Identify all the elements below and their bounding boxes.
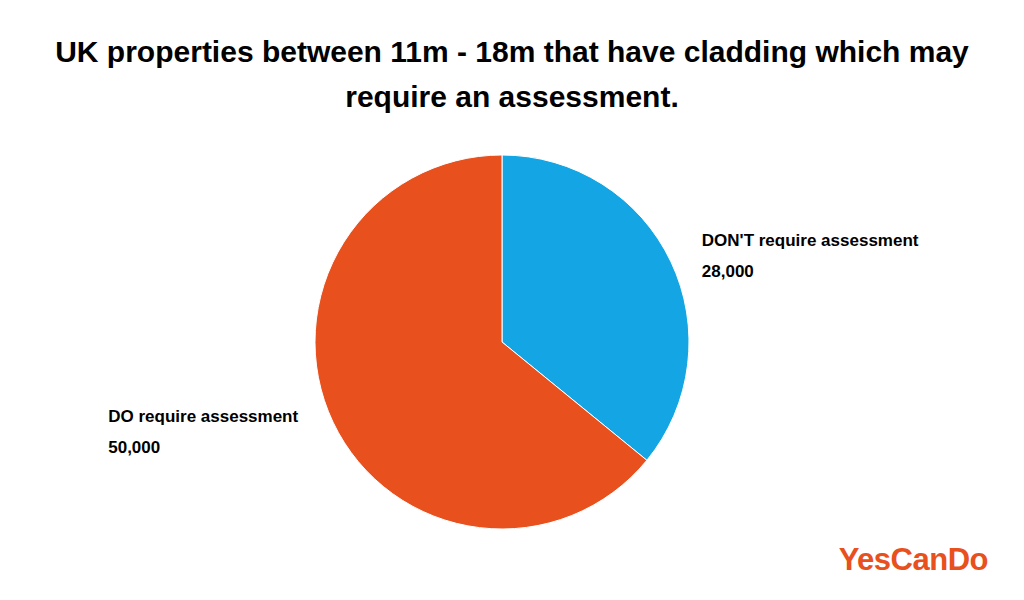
label-value: 50,000 bbox=[108, 438, 160, 457]
logo: YesCanDo bbox=[839, 542, 988, 577]
label-category: DON'T require assessment bbox=[702, 231, 919, 250]
title-line: UK properties between 11m - 18m that hav… bbox=[55, 35, 969, 68]
pie bbox=[315, 155, 689, 529]
data-labels: DON'T require assessment 28,000 DO require… bbox=[108, 231, 919, 457]
data-label: DON'T require assessment 28,000 bbox=[702, 231, 919, 281]
label-category: DO require assessment bbox=[108, 407, 298, 426]
pie-slice bbox=[315, 155, 647, 529]
title-line: require an assessment. bbox=[345, 80, 679, 113]
chart: UK properties between 11m - 18m that hav… bbox=[0, 0, 1024, 600]
data-label: DO require assessment 50,000 bbox=[108, 407, 298, 457]
title: UK properties between 11m - 18m that hav… bbox=[55, 35, 969, 113]
label-value: 28,000 bbox=[702, 262, 754, 281]
